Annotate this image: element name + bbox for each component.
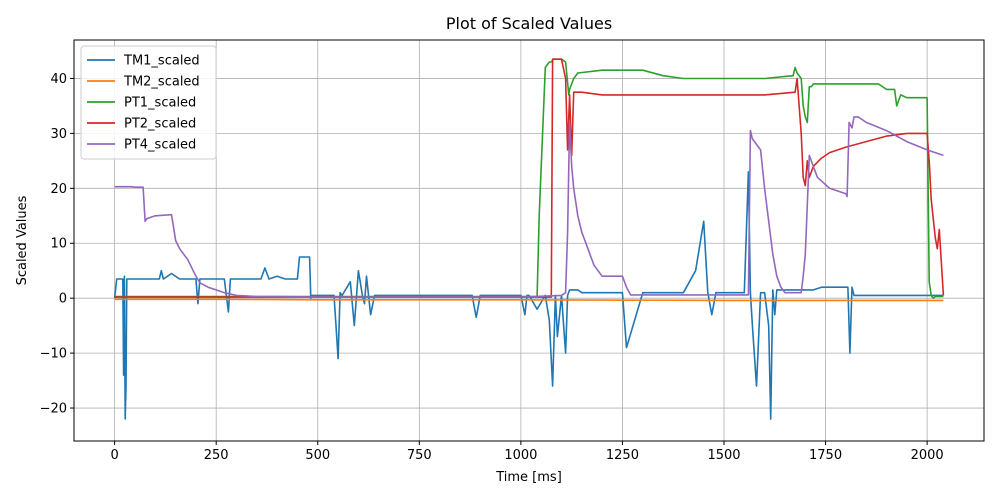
legend-label: PT2_scaled	[124, 117, 196, 132]
legend-label: TM2_scaled	[123, 75, 200, 90]
series-line-pt4-scaled	[114, 116, 944, 298]
x-tick-label: 1500	[707, 448, 740, 463]
chart-title: Plot of Scaled Values	[446, 14, 612, 33]
series-line-pt2-scaled	[114, 58, 945, 298]
plot-frame	[73, 39, 985, 442]
x-axis-title: Time [ms]	[495, 470, 562, 485]
y-tick-label: 40	[50, 72, 67, 87]
x-tick-label: 250	[204, 448, 229, 463]
series-line-tm2-scaled	[114, 298, 944, 302]
legend-box	[80, 45, 217, 160]
x-tick-label: 1000	[504, 448, 537, 463]
x-tick-label: 1750	[809, 448, 842, 463]
x-tick-label: 0	[110, 448, 118, 463]
legend-label: PT4_scaled	[124, 138, 196, 153]
x-tick-label: 500	[305, 448, 330, 463]
y-tick-label: 0	[59, 292, 67, 307]
legend-label: PT1_scaled	[124, 96, 196, 111]
y-tick-label: −20	[40, 402, 67, 417]
grid	[74, 40, 984, 441]
legend: TM1_scaled TM2_scaled PT1_scaled PT2_scaled…	[80, 45, 217, 160]
series-group	[113, 58, 945, 420]
series-line-tm1-scaled	[113, 171, 944, 420]
y-axis-title: Scaled Values	[15, 195, 30, 285]
x-tick-label: 2000	[911, 448, 944, 463]
legend-label: TM1_scaled	[123, 54, 200, 69]
y-tick-label: 30	[50, 127, 67, 142]
y-tick-label: 20	[50, 182, 67, 197]
x-tick-label: 1250	[606, 448, 639, 463]
x-tick-label: 750	[407, 448, 432, 463]
y-tick-label: −10	[40, 347, 67, 362]
y-tick-label: 10	[50, 237, 67, 252]
axis-ticks: 0 250 500 750 1000 1250 1500 1750 2000 −20 −10 0 10 2…	[40, 72, 944, 463]
